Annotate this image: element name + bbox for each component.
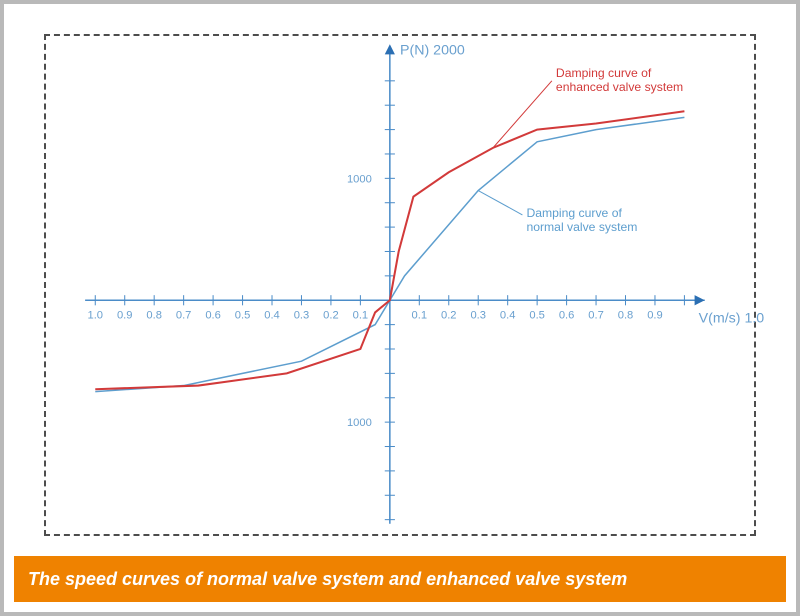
chart-svg: 1.0 0.9 0.8 0.7 0.6 0.5 0.4 0.3 0.2 0.1 0.1 0.2 0.3 0…: [14, 14, 786, 556]
x-tick-label: 0.2: [441, 310, 457, 322]
x-tick-label: 0.7: [176, 310, 192, 322]
x-tick-label: 0.4: [264, 310, 280, 322]
x-tick-label: 0.6: [559, 310, 575, 322]
x-tick-label: 0.7: [588, 310, 604, 322]
x-tick-label: 0.9: [117, 310, 133, 322]
label-enhanced-2: enhanced valve system: [556, 80, 683, 94]
x-tick-label: 0.1: [353, 310, 369, 322]
x-axis-arrow: [695, 295, 705, 305]
y-axis-arrow: [385, 44, 395, 54]
x-axis-title: V(m/s) 1.0: [699, 311, 765, 327]
x-tick-label: 0.5: [235, 310, 251, 322]
figure-caption: The speed curves of normal valve system …: [14, 556, 786, 602]
x-tick-label: 0.5: [529, 310, 545, 322]
x-tick-label: 0.9: [647, 310, 663, 322]
y-tick-label: 1000: [347, 173, 372, 185]
leader-normal: [478, 191, 522, 215]
x-tick-label: 0.4: [500, 310, 516, 322]
x-tick-label: 0.3: [294, 310, 310, 322]
x-tick-label: 0.3: [470, 310, 486, 322]
x-tick-label: 0.1: [412, 310, 428, 322]
y-tick-label: 1000: [347, 417, 372, 429]
x-tick-label: 0.2: [323, 310, 339, 322]
leader-enhanced: [493, 81, 552, 148]
x-tick-label: 0.6: [205, 310, 221, 322]
label-normal-2: normal valve system: [526, 220, 637, 234]
x-tick-label: 1.0: [88, 310, 104, 322]
x-tick-label: 0.8: [146, 310, 162, 322]
chart-area: 1.0 0.9 0.8 0.7 0.6 0.5 0.4 0.3 0.2 0.1 0.1 0.2 0.3 0…: [14, 14, 786, 556]
x-tick-label: 0.8: [618, 310, 634, 322]
label-normal-1: Damping curve of: [526, 206, 622, 220]
label-enhanced-1: Damping curve of: [556, 66, 652, 80]
y-axis-title: P(N) 2000: [400, 42, 465, 58]
figure-frame: 1.0 0.9 0.8 0.7 0.6 0.5 0.4 0.3 0.2 0.1 0.1 0.2 0.3 0…: [0, 0, 800, 616]
